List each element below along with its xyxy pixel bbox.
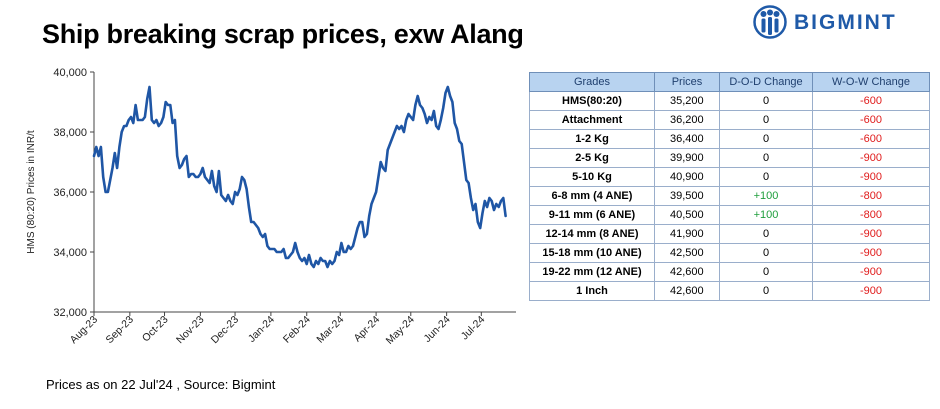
price-cell: 42,600: [654, 262, 720, 282]
grade-cell: 6-8 mm (4 ANE): [529, 186, 655, 206]
grade-cell: 1-2 Kg: [529, 129, 655, 149]
grade-cell: 9-11 mm (6 ANE): [529, 205, 655, 225]
wow-change-cell: -900: [812, 243, 930, 263]
x-tick-label: Apr-24: [351, 314, 382, 345]
logo-text: BIGMINT: [794, 11, 897, 34]
grade-cell: 19-22 mm (12 ANE): [529, 262, 655, 282]
x-tick-label: Nov-23: [174, 314, 207, 347]
table-row: 2-5 Kg 39,900 0 -900: [529, 148, 930, 168]
footer-note: Prices as on 22 Jul'24 , Source: Bigmint: [46, 377, 276, 392]
grade-cell: 2-5 Kg: [529, 148, 655, 168]
table-row: 15-18 mm (10 ANE) 42,500 0 -900: [529, 243, 930, 263]
price-cell: 39,900: [654, 148, 720, 168]
table-row: 1 Inch 42,600 0 -900: [529, 281, 930, 301]
table-row: Attachment 36,200 0 -600: [529, 110, 930, 130]
table-header-row: Grades Prices D-O-D Change W-O-W Change: [529, 72, 930, 92]
dod-change-cell: +100: [719, 205, 813, 225]
y-tick-label: 32,000: [53, 307, 87, 319]
y-tick-label: 36,000: [53, 187, 87, 199]
price-cell: 35,200: [654, 91, 720, 111]
price-cell: 36,200: [654, 110, 720, 130]
price-chart: 32,000 34,000 36,000 38,000 40,000 HMS (80:20…: [26, 67, 516, 347]
table-row: 19-22 mm (12 ANE) 42,600 0 -900: [529, 262, 930, 282]
table-row: 1-2 Kg 36,400 0 -600: [529, 129, 930, 149]
bigmint-logo: BIGMINT: [753, 5, 933, 39]
dod-change-cell: 0: [719, 129, 813, 149]
x-tick-label: Jun-24: [422, 314, 453, 345]
table-row: HMS(80:20) 35,200 0 -600: [529, 91, 930, 111]
wow-change-cell: -900: [812, 262, 930, 282]
dod-change-cell: 0: [719, 243, 813, 263]
price-cell: 41,900: [654, 224, 720, 244]
dod-change-cell: 0: [719, 148, 813, 168]
wow-change-cell: -600: [812, 129, 930, 149]
y-axis-label: HMS (80:20) Prices in INR/t: [26, 130, 37, 254]
dod-change-cell: 0: [719, 262, 813, 282]
dod-change-cell: 0: [719, 91, 813, 111]
x-tick-label: Jan-24: [246, 314, 277, 345]
price-cell: 39,500: [654, 186, 720, 206]
header-dod-change: D-O-D Change: [719, 72, 813, 92]
x-tick-label: Mar-24: [314, 314, 346, 346]
wow-change-cell: -800: [812, 205, 930, 225]
dod-change-cell: 0: [719, 281, 813, 301]
dod-change-cell: 0: [719, 167, 813, 187]
table-row: 6-8 mm (4 ANE) 39,500 +100 -800: [529, 186, 930, 206]
price-cell: 42,600: [654, 281, 720, 301]
price-cell: 42,500: [654, 243, 720, 263]
wow-change-cell: -900: [812, 148, 930, 168]
wow-change-cell: -900: [812, 167, 930, 187]
y-tick-label: 34,000: [53, 247, 87, 259]
dod-change-cell: +100: [719, 186, 813, 206]
y-tick-label: 40,000: [53, 67, 87, 79]
header-prices: Prices: [654, 72, 720, 92]
grade-cell: Attachment: [529, 110, 655, 130]
page-title: Ship breaking scrap prices, exw Alang: [42, 19, 524, 49]
wow-change-cell: -600: [812, 91, 930, 111]
grade-cell: 15-18 mm (10 ANE): [529, 243, 655, 263]
price-cell: 40,500: [654, 205, 720, 225]
grade-cell: 12-14 mm (8 ANE): [529, 224, 655, 244]
grade-cell: HMS(80:20): [529, 91, 655, 111]
grade-cell: 1 Inch: [529, 281, 655, 301]
dod-change-cell: 0: [719, 224, 813, 244]
price-cell: 40,900: [654, 167, 720, 187]
x-tick-label: May-24: [384, 314, 417, 347]
x-tick-label: Sep-23: [104, 314, 137, 347]
wow-change-cell: -600: [812, 110, 930, 130]
bigmint-logo-icon: [753, 5, 787, 39]
y-tick-label: 38,000: [53, 127, 87, 139]
header-wow-change: W-O-W Change: [812, 72, 930, 92]
prices-table: Grades Prices D-O-D Change W-O-W Change …: [529, 72, 930, 301]
series-line: [92, 85, 507, 269]
x-tick-label: Feb-24: [281, 314, 313, 346]
price-cell: 36,400: [654, 129, 720, 149]
table-row: 9-11 mm (6 ANE) 40,500 +100 -800: [529, 205, 930, 225]
table-row: 12-14 mm (8 ANE) 41,900 0 -900: [529, 224, 930, 244]
grade-cell: 5-10 Kg: [529, 167, 655, 187]
wow-change-cell: -800: [812, 186, 930, 206]
wow-change-cell: -900: [812, 224, 930, 244]
table-row: 5-10 Kg 40,900 0 -900: [529, 167, 930, 187]
wow-change-cell: -900: [812, 281, 930, 301]
x-tick-label: Jul-24: [459, 314, 488, 343]
x-tick-label: Oct-23: [140, 314, 171, 345]
header-grades: Grades: [529, 72, 655, 92]
dod-change-cell: 0: [719, 110, 813, 130]
x-tick-label: Dec-23: [209, 314, 242, 347]
